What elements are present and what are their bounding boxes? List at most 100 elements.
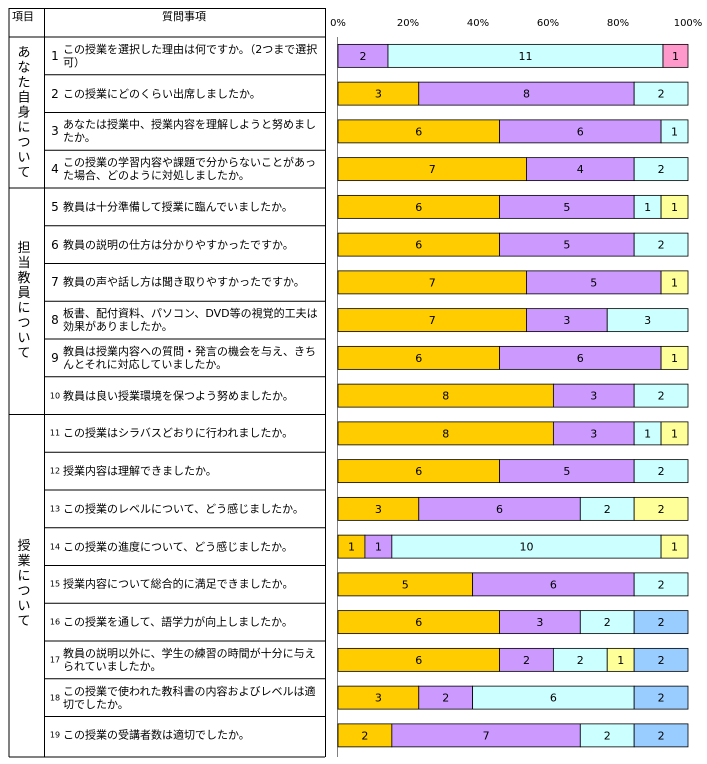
bar-segment-label: 7 <box>429 276 436 289</box>
bar-segment-label: 1 <box>671 541 678 554</box>
x-tick-label: 0% <box>330 18 346 29</box>
bar-segment-label: 6 <box>496 503 503 516</box>
bar-segment <box>660 534 689 559</box>
category-label: 担当教員について <box>17 241 31 362</box>
bar-segment-label: 2 <box>658 616 665 629</box>
question-text: 教員は授業内容への質問・発言の機会を与え、きちんとそれに対応していましたか。 <box>63 344 316 371</box>
question-number: 9 <box>51 350 59 365</box>
question-text: 授業内容は理解できましたか。 <box>63 464 217 478</box>
question-number: 2 <box>51 86 59 101</box>
bar-segment-label: 4 <box>577 163 584 176</box>
category-label: 授業について <box>17 539 31 630</box>
category-column-header: 項目 <box>12 10 34 23</box>
bar-segment-label: 2 <box>604 616 611 629</box>
question-number: 3 <box>51 124 59 139</box>
bar-segment-label: 1 <box>671 352 678 365</box>
bar-segment <box>633 157 689 182</box>
question-text: この授業を通して、語学力が向上しましたか。 <box>63 615 293 629</box>
bar-segment <box>660 194 689 219</box>
bar-segment <box>633 685 689 710</box>
question-number: 12 <box>49 466 61 476</box>
bar-segment <box>633 572 689 597</box>
bar-segment-label: 2 <box>658 465 665 478</box>
question-number: 13 <box>49 504 61 514</box>
question-number: 15 <box>49 579 61 589</box>
bar-segment <box>633 81 689 106</box>
bar-segment <box>633 232 689 257</box>
bar-segment-label: 1 <box>671 427 678 440</box>
bar-segment-label: 2 <box>523 654 530 667</box>
bar-segment <box>660 119 689 144</box>
bar-segment-label: 10 <box>519 541 533 554</box>
bar-segment-label: 2 <box>658 692 665 705</box>
bar-segment-label: 1 <box>671 125 678 138</box>
bar-segment <box>633 459 689 484</box>
bar-segment-label: 8 <box>442 390 449 403</box>
bar-segment <box>633 496 689 521</box>
bar-segment-label: 3 <box>590 427 597 440</box>
bar-segment-label: 1 <box>644 201 651 214</box>
bar-segment <box>662 43 689 68</box>
bar-segment-label: 3 <box>375 88 382 101</box>
question-number: 10 <box>49 391 61 401</box>
bar-segment <box>606 308 689 333</box>
bar-segment-label: 8 <box>523 88 530 101</box>
bar-segment-label: 1 <box>617 654 624 667</box>
bar-segment-label: 1 <box>671 276 678 289</box>
bar-segment-label: 6 <box>415 125 422 138</box>
question-text: この授業の学習内容や課題で分からないことがあった場合、どのように対処しましたか。 <box>63 156 316 183</box>
bar-segment-label: 6 <box>577 125 584 138</box>
bar-segment-label: 3 <box>375 692 382 705</box>
bar-segment-label: 2 <box>658 654 665 667</box>
x-tick-label: 40% <box>467 18 489 29</box>
bar-segment-label: 5 <box>563 239 570 252</box>
bar-segment-label: 2 <box>604 729 611 742</box>
bar-segment-label: 6 <box>415 352 422 365</box>
bar-segment-label: 6 <box>550 578 557 591</box>
question-column-header: 質問事項 <box>162 10 206 23</box>
bar-segment-label: 1 <box>671 201 678 214</box>
question-number: 11 <box>49 428 61 438</box>
bar-segment-label: 7 <box>483 729 490 742</box>
question-text: あなたは授業中、授業内容を理解しようと努めましたか。 <box>63 118 316 145</box>
question-number: 16 <box>49 617 61 627</box>
bar-segment-label: 3 <box>563 314 570 327</box>
bar-segment-label: 7 <box>429 314 436 327</box>
question-number: 7 <box>51 275 59 290</box>
question-text: 教員の説明の仕方は分かりやすかったですか。 <box>63 238 294 252</box>
bar-segment-label: 5 <box>563 201 570 214</box>
x-tick-label: 20% <box>397 18 419 29</box>
question-text: この授業の受講者数は適切でしたか。 <box>63 728 250 742</box>
bar-segment-label: 11 <box>519 50 533 63</box>
x-tick-label: 80% <box>607 18 629 29</box>
question-text: この授業のレベルについて、どう感じましたか。 <box>63 502 304 516</box>
question-text: この授業はシラバスどおりに行われましたか。 <box>63 426 294 440</box>
bar-segment-label: 1 <box>672 50 679 63</box>
bar-segment-label: 5 <box>590 276 597 289</box>
question-text: 板書、配付資料、パソコン、DVD等の視覚的工夫は効果がありましたか。 <box>63 307 318 334</box>
bar-segment-label: 6 <box>415 616 422 629</box>
bar-segment-label: 3 <box>536 616 543 629</box>
question-number: 6 <box>51 237 59 252</box>
bar-segment-label: 6 <box>577 352 584 365</box>
question-number: 5 <box>51 199 59 214</box>
question-text: この授業を選択した理由は何ですか。（2つまで選択可） <box>63 42 318 69</box>
bar-segment-label: 2 <box>658 88 665 101</box>
question-number: 19 <box>49 730 61 740</box>
question-number: 18 <box>49 693 61 703</box>
question-text: 教員の説明以外に、学生の練習の時間が十分に与えられていましたか。 <box>63 646 316 673</box>
bar-segment <box>633 383 689 408</box>
bar-segment <box>660 421 689 446</box>
bar-segment-label: 7 <box>429 163 436 176</box>
question-text: 授業内容について総合的に満足できましたか。 <box>63 577 294 591</box>
question-number: 8 <box>51 313 59 328</box>
bar-segment <box>633 610 689 635</box>
bar-segment <box>633 723 689 748</box>
bar-segment-label: 6 <box>415 239 422 252</box>
bar-segment-label: 6 <box>415 654 422 667</box>
bar-segment-label: 5 <box>563 465 570 478</box>
bar-segment-label: 2 <box>360 50 367 63</box>
